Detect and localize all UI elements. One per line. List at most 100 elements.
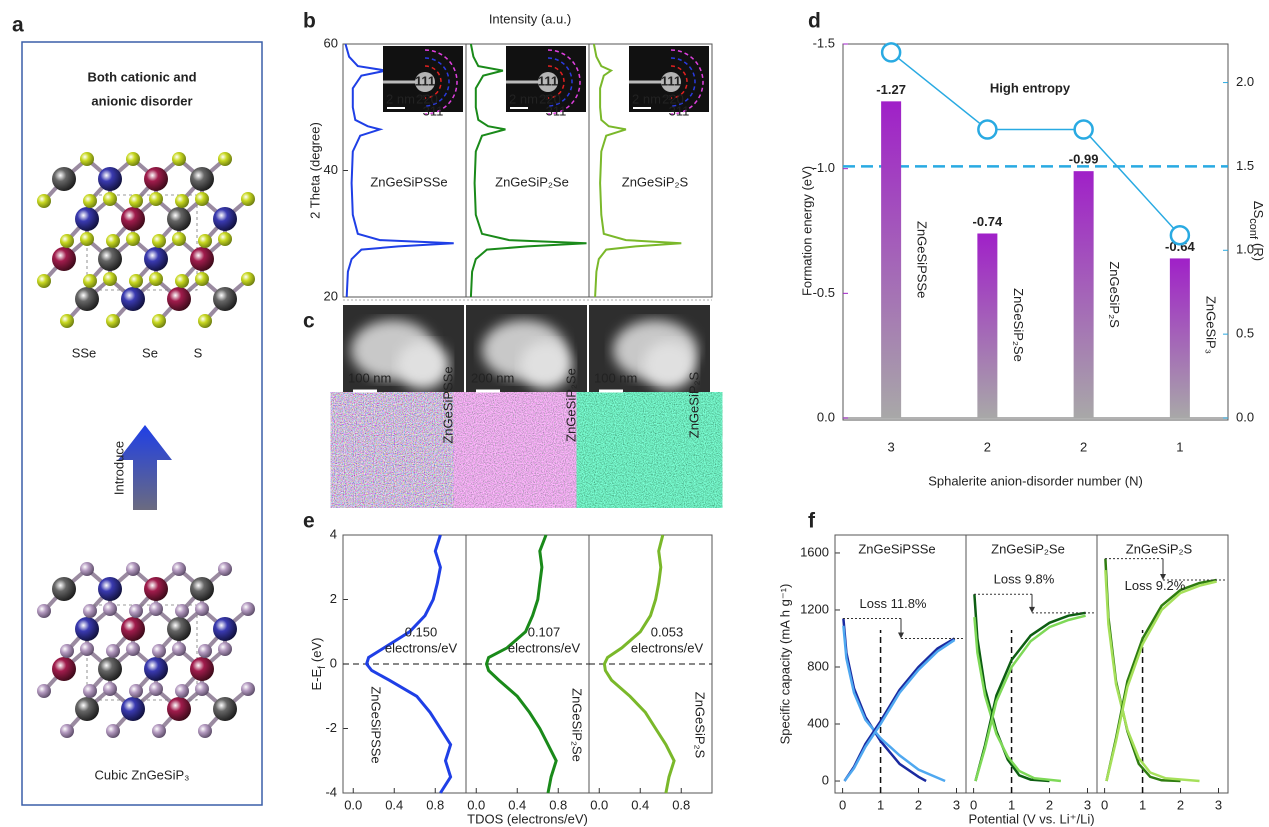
x-tick-label: 2 bbox=[1080, 439, 1087, 454]
x-axis-label: TDOS (electrons/eV) bbox=[467, 811, 588, 826]
cation bbox=[190, 657, 214, 681]
image-label: ZnGeSiPSSe bbox=[440, 366, 455, 443]
curve-label: ZnGeSiP₂S bbox=[693, 692, 708, 759]
anion bbox=[129, 194, 143, 208]
anion bbox=[175, 604, 189, 618]
panel-label: e bbox=[303, 510, 315, 533]
dos-curve bbox=[364, 534, 453, 794]
anion bbox=[198, 314, 212, 328]
loss-arrowhead bbox=[898, 632, 904, 639]
panel-label: f bbox=[808, 510, 816, 533]
dos-curve bbox=[602, 534, 676, 794]
saed-ring bbox=[424, 49, 458, 115]
y-tick-label: -1.0 bbox=[813, 160, 835, 175]
dos-unit: electrons/eV bbox=[385, 640, 458, 655]
subplot-title: ZnGeSiP₂S bbox=[1126, 541, 1193, 556]
entropy-point bbox=[977, 119, 998, 140]
y2-label-main: ΔS bbox=[1251, 201, 1266, 219]
x-tick-label: 1 bbox=[877, 797, 884, 812]
panel-a-title: anionic disorder bbox=[91, 93, 192, 108]
xrd-curve bbox=[469, 43, 587, 298]
capacity-curve bbox=[974, 611, 1086, 782]
cation bbox=[75, 207, 99, 231]
anion bbox=[241, 682, 255, 696]
bar-label: ZnGeSiP₃ bbox=[1203, 296, 1218, 354]
cation bbox=[75, 617, 99, 641]
scale-label: 200 nm bbox=[471, 370, 514, 385]
xrd-curve bbox=[344, 43, 454, 298]
x-tick-label: 2 bbox=[984, 439, 991, 454]
y-tick-label: 1200 bbox=[800, 601, 829, 616]
anion bbox=[198, 724, 212, 738]
anion bbox=[106, 724, 120, 738]
cation bbox=[213, 617, 237, 641]
anion bbox=[149, 602, 163, 616]
curve-label: ZnGeSiP₂Se bbox=[495, 174, 569, 189]
x-tick-label: 0.4 bbox=[631, 797, 649, 812]
bar-value-label: -0.64 bbox=[1165, 239, 1195, 254]
y-tick-label: 1600 bbox=[800, 544, 829, 559]
y2-label-unit: (R) bbox=[1251, 243, 1266, 261]
ring-label: 220 bbox=[416, 91, 438, 106]
y-tick-label: 4 bbox=[330, 526, 337, 541]
y-axis-label: Specific capacity (mA h g⁻¹) bbox=[777, 584, 792, 745]
curve-label: ZnGeSiPSSe bbox=[369, 686, 384, 763]
eds-map bbox=[589, 402, 710, 498]
cation bbox=[167, 207, 191, 231]
cation bbox=[121, 697, 145, 721]
x-tick-label: 3 bbox=[888, 439, 895, 454]
dos-curve bbox=[484, 534, 558, 794]
anion bbox=[126, 562, 140, 576]
saed-ring bbox=[670, 65, 688, 99]
xrd-curve bbox=[592, 43, 682, 298]
panel-a-title: Both cationic and bbox=[87, 69, 196, 84]
y-axis-label: E-Ef (eV) bbox=[309, 637, 327, 690]
ring-label: 220 bbox=[539, 91, 561, 106]
bar bbox=[977, 233, 998, 418]
eds-map bbox=[466, 402, 587, 498]
x-tick-label: 0 bbox=[1101, 797, 1108, 812]
image-label: ZnGeSiP₂Se bbox=[563, 368, 578, 442]
cation bbox=[144, 167, 168, 191]
y-tick-label: 800 bbox=[807, 658, 829, 673]
anion bbox=[172, 562, 186, 576]
anion bbox=[80, 562, 94, 576]
x-tick-label: 1 bbox=[1139, 797, 1146, 812]
anion bbox=[241, 272, 255, 286]
cation bbox=[190, 167, 214, 191]
x-tick-label: 2 bbox=[1177, 797, 1184, 812]
capacity-curve bbox=[843, 638, 956, 782]
x-tick-label: 2 bbox=[1046, 797, 1053, 812]
dos-value: 0.053 bbox=[651, 624, 684, 639]
panel-a-frame bbox=[21, 41, 263, 806]
saed-ring bbox=[670, 49, 704, 115]
anion bbox=[106, 234, 120, 248]
image-label: ZnGeSiP₂S bbox=[686, 371, 701, 438]
anion bbox=[126, 152, 140, 166]
saed-ring bbox=[547, 65, 565, 99]
cation bbox=[190, 247, 214, 271]
anion bbox=[83, 274, 97, 288]
x-tick-label: 0.0 bbox=[344, 797, 362, 812]
y-axis-label: 2 Theta (degree) bbox=[307, 122, 322, 219]
saed-ring bbox=[424, 57, 450, 107]
x-tick-label: 0.8 bbox=[426, 797, 444, 812]
loss-label: Loss 11.8% bbox=[860, 596, 927, 611]
loss-arrowhead bbox=[1160, 574, 1166, 581]
y-label-main: E-E bbox=[309, 669, 324, 691]
annotation: High entropy bbox=[990, 80, 1071, 95]
anion bbox=[129, 684, 143, 698]
x-tick-label: 0.0 bbox=[467, 797, 485, 812]
capacity-curve bbox=[842, 625, 946, 783]
anion bbox=[152, 644, 166, 658]
anion bbox=[218, 642, 232, 656]
y-tick-label: 20 bbox=[324, 288, 338, 303]
x-tick-label: 0.0 bbox=[590, 797, 608, 812]
anion bbox=[195, 602, 209, 616]
y-label-sub: f bbox=[317, 666, 328, 669]
anion-label: SSe bbox=[72, 345, 97, 360]
anion bbox=[80, 642, 94, 656]
x-axis-label: Sphalerite anion-disorder number (N) bbox=[928, 473, 1143, 488]
caption: Cubic ZnGeSiP₃ bbox=[95, 767, 190, 782]
